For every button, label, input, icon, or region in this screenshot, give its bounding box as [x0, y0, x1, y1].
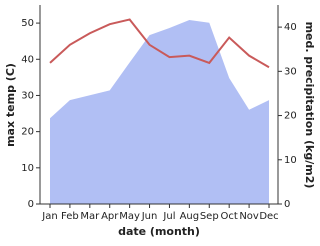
y2-tick-label: 40 — [284, 22, 297, 33]
y-tick-label: 50 — [21, 18, 34, 29]
temp-line — [49, 18, 270, 69]
x-tick-label: Sep — [200, 211, 219, 222]
y2-tick-label: 30 — [284, 66, 297, 77]
y2-tick-label: 20 — [284, 111, 297, 122]
x-tick-label: Oct — [221, 211, 238, 222]
y2-tick-label: 10 — [284, 155, 297, 166]
y2-axis-label: med. precipitation (kg/m2) — [303, 22, 316, 189]
y-tick-label: 30 — [21, 90, 34, 101]
x-tick-label: Feb — [61, 211, 79, 222]
x-tick-label: May — [119, 211, 140, 222]
x-tick-label: Mar — [80, 211, 100, 222]
y-tick-label: 40 — [21, 54, 34, 65]
x-tick-label: Jul — [162, 211, 175, 222]
x-tick-label: Apr — [101, 211, 119, 222]
y-tick-label: 20 — [21, 127, 34, 138]
x-axis-label: date (month) — [118, 225, 200, 238]
precip-area — [50, 20, 269, 205]
x-tick-label: Jun — [141, 211, 158, 222]
y-tick-label: 0 — [28, 199, 34, 210]
y-tick-label: 10 — [21, 163, 34, 174]
y2-tick-label: 0 — [284, 199, 290, 210]
y-axis-label: max temp (C) — [4, 63, 17, 147]
x-tick-label: Jan — [41, 211, 57, 222]
x-tick-label: Nov — [239, 211, 259, 222]
chart: date (month) max temp (C) med. precipita… — [4, 5, 316, 238]
x-tick-label: Aug — [180, 211, 200, 222]
x-tick-label: Dec — [259, 211, 278, 222]
